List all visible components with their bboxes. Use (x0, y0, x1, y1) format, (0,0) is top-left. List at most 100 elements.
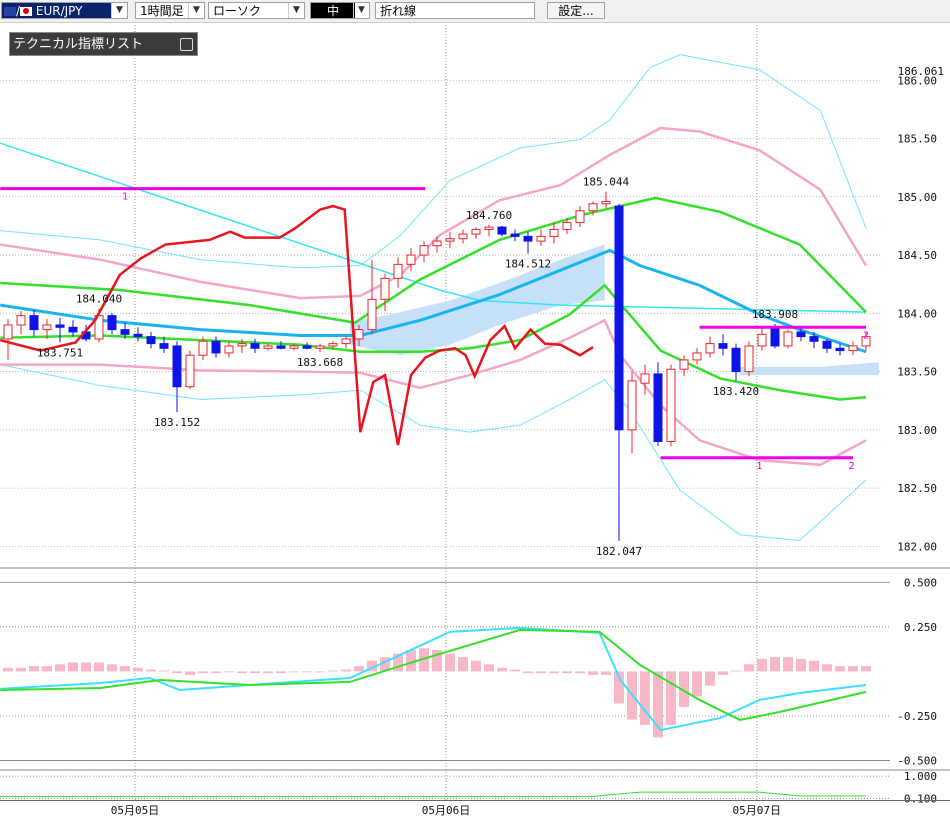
candle-body (146, 336, 156, 345)
macd-bar (67, 662, 78, 672)
macd-bar (522, 671, 533, 674)
indicator-line (0, 791, 866, 797)
candle-body (120, 329, 130, 335)
macd-bar (132, 667, 143, 672)
candle-body (419, 245, 429, 256)
candle-body (302, 345, 312, 349)
candle-body (29, 315, 39, 331)
price-annotation: 183.152 (154, 416, 200, 429)
macd-bar (652, 671, 663, 738)
candle-body (705, 343, 715, 354)
symbol-select[interactable]: / EUR/JPY ▼ (1, 2, 128, 19)
timeframe: 1時間足 (140, 4, 184, 18)
macd-bar (795, 658, 806, 672)
macd-bar (574, 671, 585, 674)
x-tick-label: 05月05日 (111, 804, 160, 817)
candle-body (835, 347, 845, 352)
macd-bar (678, 671, 689, 708)
candle-body (328, 343, 338, 347)
candle-body (614, 205, 624, 431)
candle-body (107, 315, 117, 331)
settings-label: 設定... (558, 4, 594, 18)
candle-body (640, 373, 650, 384)
indicator-line (0, 204, 594, 446)
y-tick-label: 183.00 (897, 424, 937, 437)
candle-body (796, 331, 806, 338)
macd-bar (769, 657, 780, 672)
candle-body (354, 329, 364, 340)
macd-bar (54, 664, 65, 672)
style-select[interactable]: ローソク ▼ (208, 2, 305, 19)
macd-bar (821, 664, 832, 672)
y-tick-label: 0.250 (904, 621, 937, 634)
candle-body (16, 315, 26, 326)
size-select[interactable]: 中 ▼ (310, 2, 370, 19)
candle-body (3, 324, 13, 340)
candle-body (276, 345, 286, 349)
candle-body (341, 338, 351, 345)
indicator-line (0, 364, 867, 542)
y-tick-label: 0.100 (904, 792, 937, 805)
candle-body (497, 226, 507, 235)
y-tick-label: 186.00 (897, 74, 937, 87)
candle-body (224, 345, 234, 354)
macd-bar (197, 671, 208, 674)
candle-body (432, 240, 442, 247)
macd-bar (704, 671, 715, 686)
indicator-line (0, 283, 867, 401)
macd-bar (847, 666, 858, 672)
panel-icon[interactable] (180, 38, 193, 51)
line-type: 折れ線 (380, 4, 417, 18)
candle-body (848, 345, 858, 352)
settings-button[interactable]: 設定... (547, 2, 605, 19)
x-tick-label: 05月06日 (422, 804, 471, 817)
candle-body (55, 324, 65, 328)
timeframe-select[interactable]: 1時間足 ▼ (135, 2, 205, 19)
line-type-input[interactable]: 折れ線 (375, 2, 535, 19)
macd-bar (262, 671, 273, 674)
macd-bar (288, 671, 299, 673)
level-label: 2 (849, 461, 855, 472)
candle-body (471, 228, 481, 235)
candle-body (562, 221, 572, 230)
candle-body (770, 326, 780, 347)
indicator-line (0, 54, 867, 269)
flag-jp (20, 7, 33, 16)
macd-bar (2, 667, 13, 672)
candle-body (172, 345, 182, 388)
macd-bar (730, 670, 741, 672)
indicator-line (0, 626, 867, 732)
y-tick-label: 184.50 (897, 249, 937, 262)
candle-body (783, 331, 793, 347)
indicator-list-panel[interactable]: テクニカル指標リスト (9, 32, 198, 56)
macd-bar (717, 671, 728, 675)
candle-body (211, 340, 221, 354)
panel-title: テクニカル指標リスト (13, 37, 144, 52)
macd-bar (639, 671, 650, 725)
candle-body (367, 298, 377, 331)
macd-bar (353, 666, 364, 672)
price-annotation: 183.908 (752, 308, 798, 321)
candle-body (692, 352, 702, 361)
candle-body (601, 200, 611, 205)
macd-bar (444, 653, 455, 672)
candle-body (679, 359, 689, 370)
macd-bar (756, 658, 767, 672)
macd-bar (561, 671, 572, 674)
candle-body (510, 233, 520, 237)
level-label: 1 (122, 192, 128, 203)
macd-bar (28, 666, 39, 672)
macd-bar (41, 666, 52, 672)
macd-bar (808, 660, 819, 672)
indicator-line (0, 196, 867, 324)
y-tick-label: 0.500 (904, 576, 937, 589)
price-annotation: 184.040 (76, 293, 122, 306)
indicator-line (0, 628, 867, 721)
y-tick-label: -0.250 (897, 710, 937, 723)
macd-bar (249, 671, 260, 674)
y-tick-label: 182.50 (897, 482, 937, 495)
candle-body (523, 235, 533, 242)
macd-bar (145, 669, 156, 672)
y-tick-label: 183.50 (897, 366, 937, 379)
